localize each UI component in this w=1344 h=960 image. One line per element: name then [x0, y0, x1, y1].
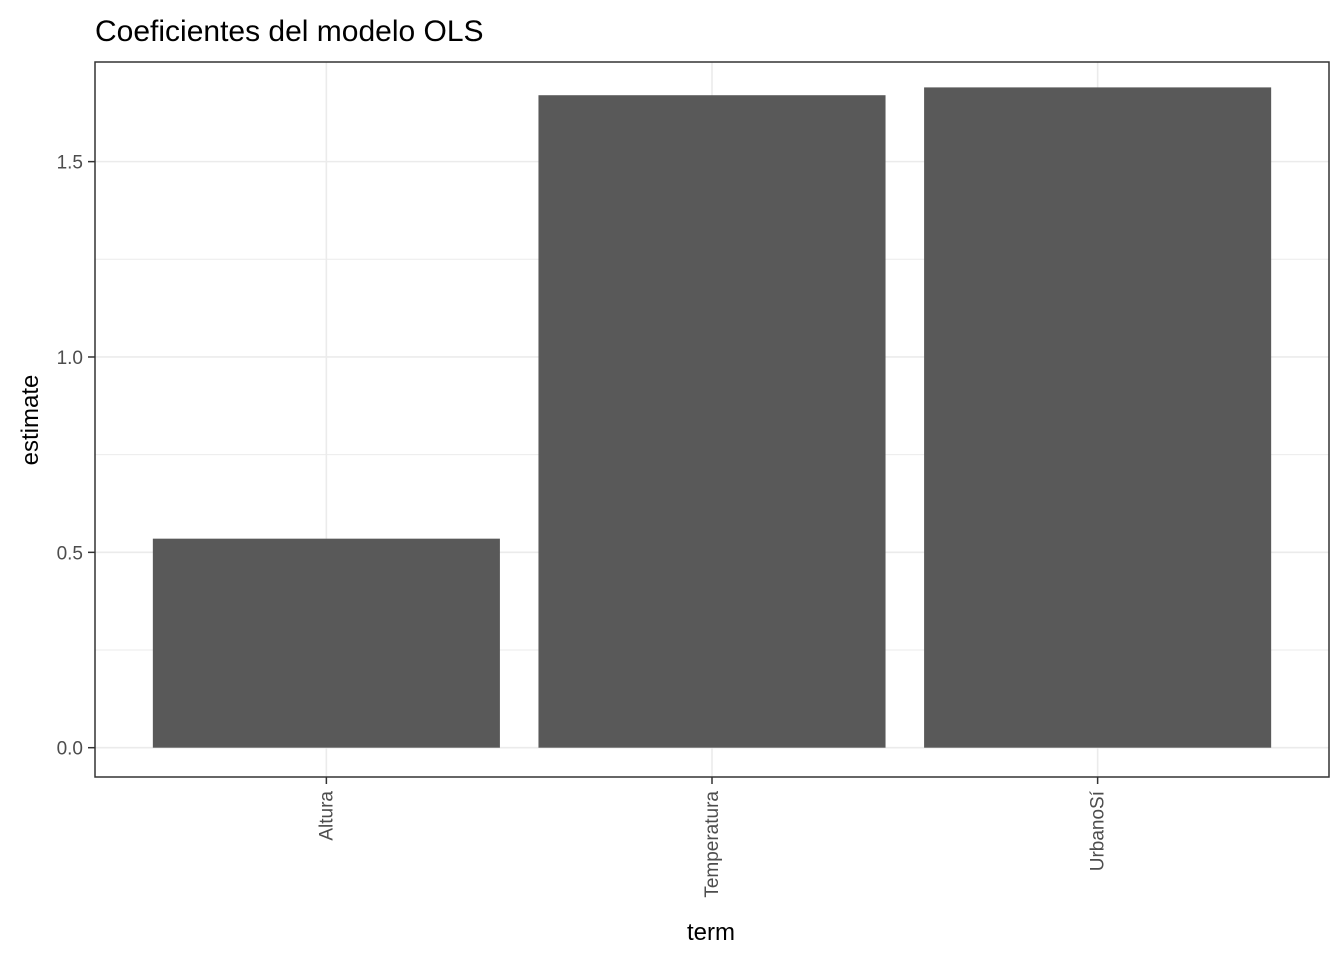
- bars-layer: [152, 87, 1272, 748]
- y-tick-label: 0.0: [57, 739, 83, 760]
- y-tick-label: 0.5: [57, 543, 83, 564]
- x-axis-title: term: [687, 919, 735, 946]
- y-tick-label: 1.0: [57, 348, 83, 369]
- x-tick-label: Temperatura: [702, 791, 723, 898]
- y-axis: 0.0 0.5 1.0 1.5: [57, 153, 95, 760]
- bar-urbanosí: [924, 87, 1272, 748]
- chart-title: Coeficientes del modelo OLS: [95, 15, 484, 48]
- y-axis-title: estimate: [17, 375, 44, 466]
- x-tick-label: Altura: [316, 791, 337, 841]
- x-tick-label: UrbanoSí: [1088, 790, 1109, 871]
- x-axis: Altura Temperatura UrbanoSí: [316, 777, 1109, 898]
- bar-altura: [152, 538, 500, 748]
- bar-temperatura: [538, 95, 886, 748]
- y-tick-label: 1.5: [57, 153, 83, 174]
